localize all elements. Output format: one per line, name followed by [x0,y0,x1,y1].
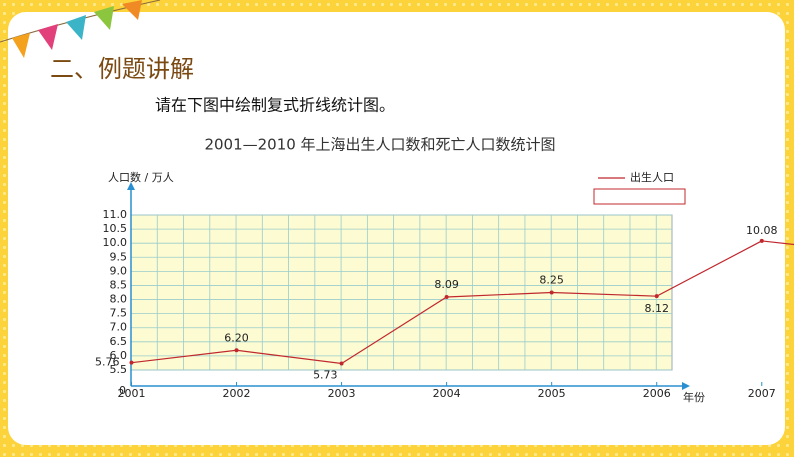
data-label: 6.20 [224,331,249,344]
y-tick-label: 9.5 [110,250,128,263]
data-point [654,294,659,299]
y-tick-label: 8.5 [110,278,128,291]
data-point [759,238,764,243]
data-point [549,290,554,295]
y-tick-label: 6.0 [110,349,128,362]
x-tick-label: 2002 [223,387,251,400]
legend-blank [593,188,686,205]
y-tick-label: 9.0 [110,264,128,277]
data-label: 10.08 [746,224,778,237]
y-axis-label: 人口数 / 万人 [108,171,174,184]
data-label: 5.73 [313,369,338,382]
instruction: 请在下图中绘制复式折线统计图。 [155,96,395,115]
legend-label: 出生人口 [630,170,674,184]
data-label: 8.25 [539,274,564,287]
y-tick-label: 7.0 [110,321,128,334]
data-point [234,348,239,353]
y-tick-label: 8.0 [110,293,128,306]
y-arrow [127,182,135,190]
origin-label: 0 [119,384,126,397]
x-arrow [682,382,690,390]
plot-area [130,214,673,371]
data-point [339,361,344,366]
bunting [0,0,161,58]
data-point [129,360,134,365]
y-tick-label: 7.5 [110,307,128,320]
x-tick-label: 2004 [433,387,461,400]
y-tick-label: 6.5 [110,335,128,348]
x-tick-label: 2005 [538,387,566,400]
x-tick-label: 2001 [117,387,145,400]
y-tick-label: 10.5 [103,222,128,235]
data-label: 5.76 [95,356,120,369]
heading: 二、例题讲解 [50,55,194,83]
data-label: 8.12 [644,302,669,315]
data-line [131,240,794,365]
x-axis-label: 年份 [683,390,705,404]
data-point [444,295,449,300]
y-tick-label: 5.5 [110,363,128,376]
y-tick-label: 11.0 [103,208,128,221]
x-tick-label: 2007 [748,387,776,400]
data-label: 8.09 [434,278,459,291]
y-tick-label: 10.0 [103,236,128,249]
chart-title: 2001—2010 年上海出生人口数和死亡人口数统计图 [204,136,555,154]
x-tick-label: 2006 [643,387,671,400]
x-tick-label: 2003 [328,387,356,400]
